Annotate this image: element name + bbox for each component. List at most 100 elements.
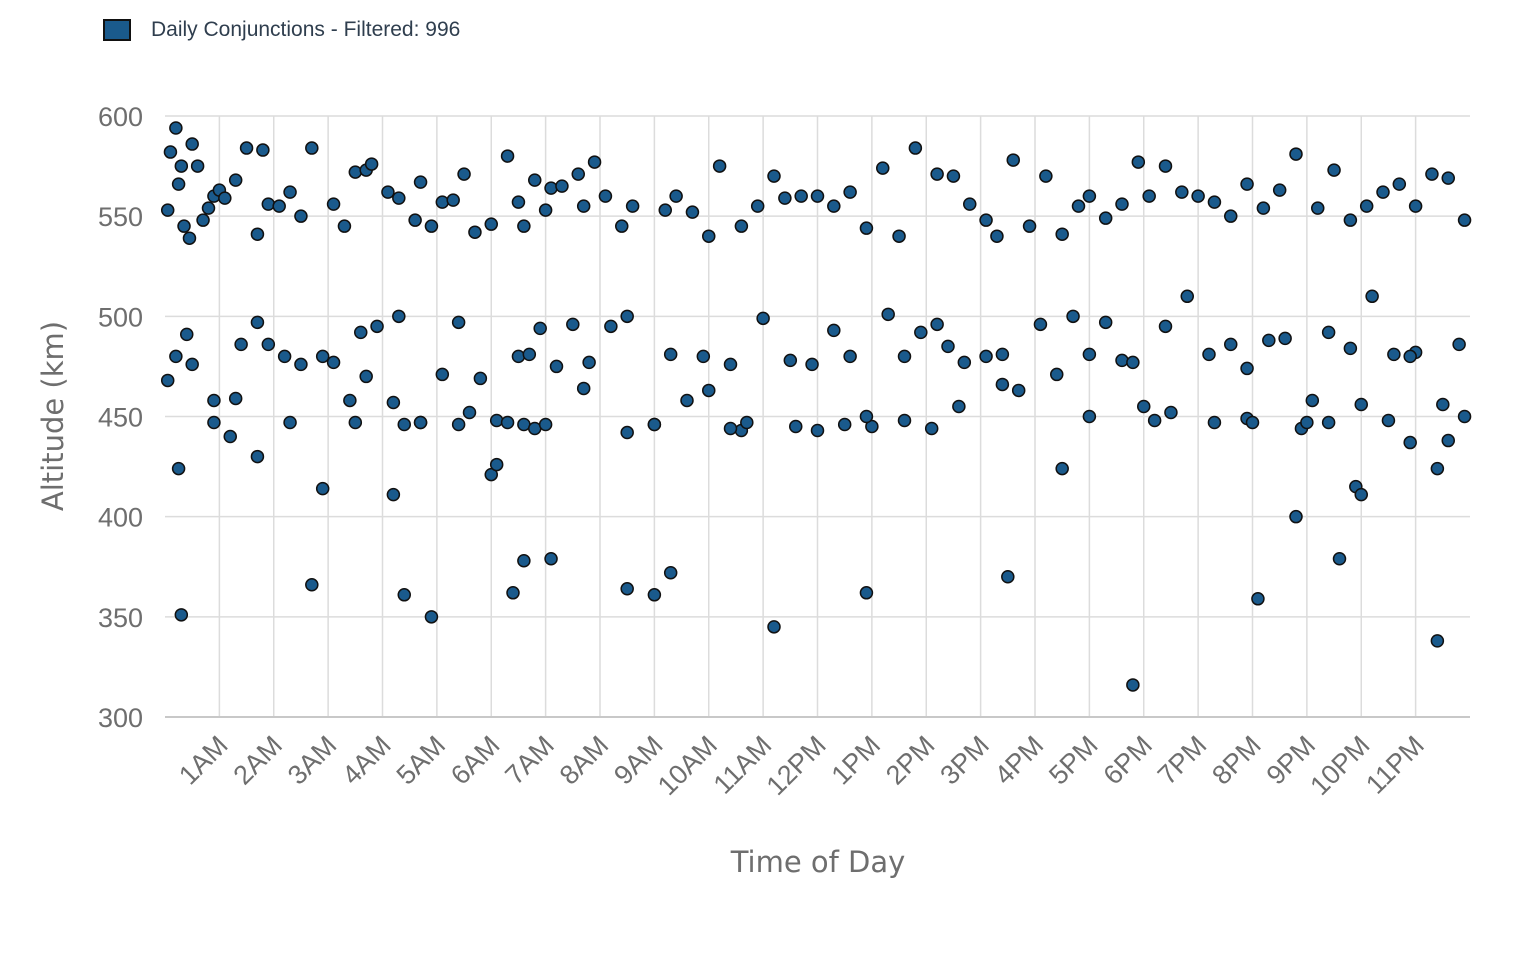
data-point[interactable]	[740, 415, 754, 430]
data-point[interactable]	[810, 189, 825, 203]
data-point[interactable]	[990, 229, 1004, 243]
data-point[interactable]	[283, 185, 297, 199]
data-point[interactable]	[223, 429, 237, 444]
data-point[interactable]	[435, 195, 450, 209]
data-point[interactable]	[1098, 211, 1113, 225]
data-point[interactable]	[620, 582, 634, 596]
data-point[interactable]	[767, 169, 781, 183]
data-point[interactable]	[685, 205, 700, 219]
data-point[interactable]	[522, 347, 537, 362]
data-point[interactable]	[261, 197, 276, 211]
data-point[interactable]	[190, 159, 205, 173]
data-point[interactable]	[957, 355, 972, 370]
data-point[interactable]	[207, 415, 221, 430]
data-point[interactable]	[946, 169, 961, 183]
data-point[interactable]	[1126, 678, 1140, 692]
data-point[interactable]	[326, 197, 341, 211]
data-point[interactable]	[1408, 199, 1423, 213]
data-point[interactable]	[1158, 159, 1173, 173]
data-point[interactable]	[250, 315, 265, 330]
data-point[interactable]	[174, 608, 189, 622]
data-point[interactable]	[1082, 347, 1097, 362]
data-point[interactable]	[702, 229, 716, 243]
data-point[interactable]	[294, 209, 308, 223]
data-point[interactable]	[517, 219, 531, 233]
data-point[interactable]	[250, 227, 265, 241]
data-point[interactable]	[364, 157, 379, 171]
data-point[interactable]	[392, 191, 406, 205]
data-point[interactable]	[1343, 341, 1358, 356]
data-point[interactable]	[1039, 169, 1053, 183]
data-point[interactable]	[963, 197, 977, 211]
data-point[interactable]	[1272, 183, 1287, 197]
data-point[interactable]	[337, 219, 352, 233]
data-point[interactable]	[196, 213, 210, 227]
data-point[interactable]	[723, 421, 738, 436]
data-point[interactable]	[294, 357, 308, 372]
data-point[interactable]	[1001, 570, 1015, 584]
data-point[interactable]	[843, 185, 857, 199]
data-point[interactable]	[272, 199, 286, 213]
data-point[interactable]	[511, 349, 526, 364]
data-point[interactable]	[587, 155, 602, 169]
data-point[interactable]	[348, 165, 363, 179]
data-point[interactable]	[1055, 227, 1069, 241]
data-point[interactable]	[1311, 201, 1325, 215]
data-point[interactable]	[1376, 185, 1390, 199]
data-point[interactable]	[865, 419, 879, 434]
data-point[interactable]	[702, 383, 716, 398]
data-point[interactable]	[386, 487, 401, 502]
data-point[interactable]	[576, 199, 591, 213]
data-point[interactable]	[979, 349, 993, 364]
data-point[interactable]	[1055, 461, 1069, 476]
data-point[interactable]	[500, 415, 515, 430]
data-point[interactable]	[256, 143, 270, 157]
data-point[interactable]	[169, 121, 183, 135]
data-point[interactable]	[1207, 195, 1222, 209]
data-point[interactable]	[305, 578, 319, 592]
data-point[interactable]	[1327, 163, 1341, 177]
data-point[interactable]	[370, 319, 384, 334]
data-point[interactable]	[180, 327, 194, 342]
data-point[interactable]	[859, 221, 874, 235]
data-point[interactable]	[1224, 337, 1238, 352]
data-point[interactable]	[1191, 189, 1205, 203]
data-point[interactable]	[1115, 197, 1129, 211]
data-point[interactable]	[174, 159, 189, 173]
data-point[interactable]	[218, 191, 232, 205]
data-point[interactable]	[669, 189, 683, 203]
data-point[interactable]	[892, 229, 906, 243]
data-point[interactable]	[163, 145, 178, 159]
data-point[interactable]	[1240, 177, 1254, 191]
data-point[interactable]	[348, 415, 363, 430]
data-point[interactable]	[506, 586, 520, 600]
data-point[interactable]	[359, 369, 373, 384]
data-point[interactable]	[789, 419, 803, 434]
data-point[interactable]	[1033, 317, 1048, 332]
data-point[interactable]	[1305, 393, 1320, 408]
data-point[interactable]	[549, 359, 564, 374]
data-point[interactable]	[979, 213, 993, 227]
data-point[interactable]	[620, 309, 634, 324]
data-point[interactable]	[177, 219, 191, 233]
data-point[interactable]	[451, 315, 466, 330]
data-point[interactable]	[1175, 185, 1189, 199]
data-point[interactable]	[1207, 415, 1222, 430]
data-point[interactable]	[827, 199, 841, 213]
data-point[interactable]	[462, 405, 477, 420]
data-point[interactable]	[876, 161, 890, 175]
data-point[interactable]	[544, 551, 558, 566]
data-point[interactable]	[555, 179, 569, 193]
data-point[interactable]	[160, 373, 175, 388]
data-point[interactable]	[1343, 213, 1358, 227]
data-point[interactable]	[533, 321, 547, 336]
data-point[interactable]	[277, 349, 292, 364]
data-point[interactable]	[1321, 415, 1336, 430]
data-point[interactable]	[1332, 551, 1347, 566]
data-point[interactable]	[171, 177, 186, 191]
data-point[interactable]	[1457, 409, 1472, 424]
data-point[interactable]	[1164, 405, 1178, 420]
data-point[interactable]	[1441, 171, 1455, 185]
data-point[interactable]	[604, 319, 618, 334]
data-point[interactable]	[582, 355, 596, 370]
